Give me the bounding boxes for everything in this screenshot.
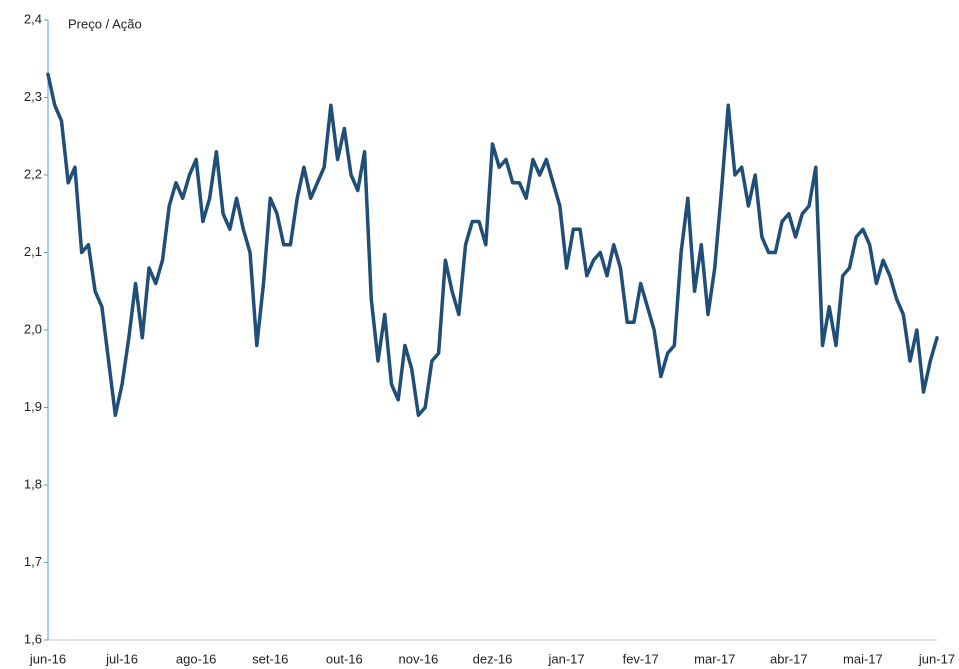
x-tick-label: mar-17 bbox=[694, 651, 735, 666]
y-tick-label: 1,6 bbox=[24, 631, 42, 646]
y-tick-label: 2,2 bbox=[24, 166, 42, 181]
x-tick-label: jun-17 bbox=[918, 651, 955, 666]
y-tick-label: 1,7 bbox=[24, 554, 42, 569]
x-tick-label: nov-16 bbox=[399, 651, 439, 666]
x-tick-label: abr-17 bbox=[770, 651, 808, 666]
y-tick-label: 2,4 bbox=[24, 11, 42, 26]
y-tick-label: 2,1 bbox=[24, 244, 42, 259]
x-tick-label: jul-16 bbox=[105, 651, 138, 666]
y-tick-label: 1,9 bbox=[24, 399, 42, 414]
y-tick-label: 1,8 bbox=[24, 476, 42, 491]
chart-title: Preço / Ação bbox=[68, 16, 142, 31]
x-tick-label: set-16 bbox=[252, 651, 288, 666]
y-tick-label: 2,3 bbox=[24, 89, 42, 104]
x-tick-label: ago-16 bbox=[176, 651, 216, 666]
y-tick-label: 2,0 bbox=[24, 321, 42, 336]
x-tick-label: dez-16 bbox=[473, 651, 513, 666]
x-tick-label: out-16 bbox=[326, 651, 363, 666]
price-line bbox=[46, 72, 939, 417]
x-tick-label: mai-17 bbox=[843, 651, 883, 666]
x-tick-label: fev-17 bbox=[623, 651, 659, 666]
x-tick-label: jun-16 bbox=[29, 651, 66, 666]
x-tick-label: jan-17 bbox=[548, 651, 585, 666]
